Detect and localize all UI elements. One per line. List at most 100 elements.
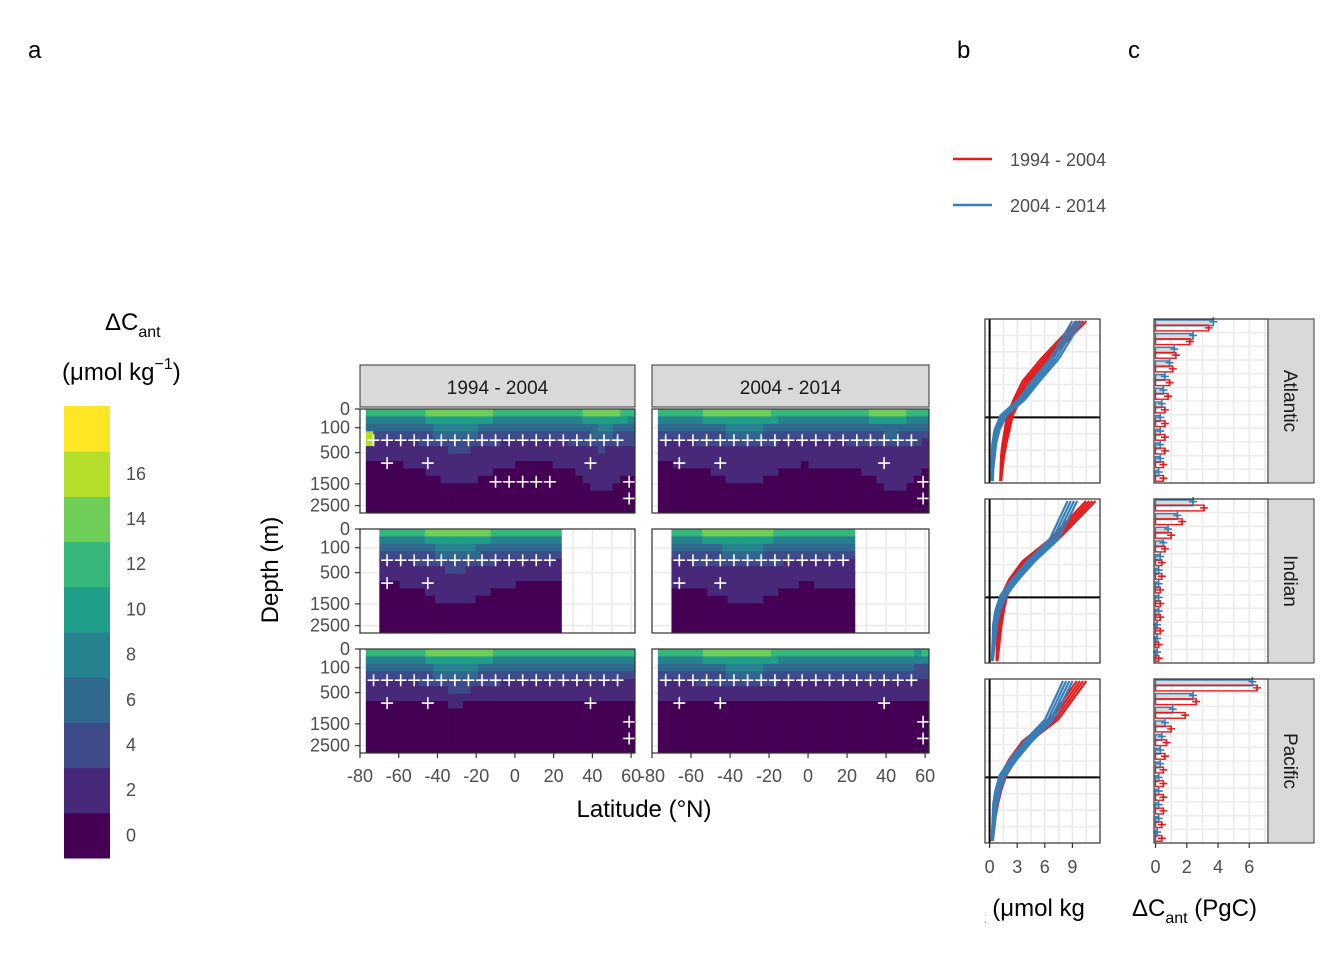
contour-cell (373, 468, 382, 477)
contour-cell (404, 581, 411, 589)
contour-cell (785, 475, 794, 484)
contour-cell (921, 693, 930, 702)
contour-cell (424, 588, 431, 597)
contour-cell (490, 566, 497, 574)
contour-cell (778, 686, 787, 694)
contour-cell (691, 543, 698, 552)
contour-cell (492, 423, 501, 432)
contour-cell (755, 468, 764, 477)
contour-cell (515, 453, 524, 462)
x-tick-label: 2 (1182, 857, 1192, 877)
contour-cell (477, 416, 486, 425)
contour-cell (838, 490, 847, 499)
panel-b-x-axis-title-rest: (μmol kg (986, 895, 1085, 922)
contour-cell (388, 409, 397, 417)
contour-cell (395, 505, 404, 514)
contour-cell (410, 745, 419, 754)
contour-cell (758, 543, 764, 552)
contour-cell (740, 745, 749, 754)
contour-cell (657, 498, 666, 506)
contour-cell (582, 701, 591, 709)
contour-cell (470, 566, 476, 574)
contour-cell (740, 723, 749, 732)
contour-cell (913, 730, 922, 739)
contour-cell (526, 543, 532, 552)
contour-cell (531, 536, 537, 545)
contour-cell (410, 738, 419, 746)
contour-cell (530, 431, 539, 440)
contour-cell (537, 649, 546, 657)
contour-cell (733, 686, 742, 694)
contour-cell (740, 678, 749, 687)
contour-cell (748, 686, 757, 694)
contour-cell (627, 461, 636, 469)
contour-cell (672, 475, 681, 484)
contour-cell (448, 416, 456, 425)
contour-cell (712, 625, 718, 634)
significance-marker (673, 434, 686, 447)
contour-cell (612, 475, 621, 484)
contour-cell (808, 423, 817, 432)
contour-cell (722, 566, 728, 574)
contour-cell (710, 686, 719, 694)
contour-cell (687, 723, 696, 732)
contour-cell (612, 723, 621, 732)
contour-cell (763, 625, 769, 634)
contour-cell (419, 529, 426, 537)
contour-cell (560, 505, 569, 514)
contour-cell (507, 663, 516, 672)
contour-cell (365, 490, 374, 499)
contour-cell (450, 595, 456, 604)
contour-cell (695, 475, 704, 484)
significance-marker (448, 554, 461, 567)
contour-cell (418, 671, 427, 680)
contour-cell (605, 686, 613, 694)
contour-cell (883, 723, 892, 732)
contour-cell (819, 595, 825, 604)
contour-cell (612, 505, 621, 514)
contour-cell (824, 603, 830, 612)
contour-cell (695, 431, 704, 440)
contour-cell (793, 656, 802, 665)
contour-cell (722, 529, 728, 537)
contour-cell (507, 431, 516, 440)
panel-frame (359, 408, 636, 514)
section-panel (359, 648, 636, 754)
contour-cell (620, 663, 628, 672)
error-bar (1160, 371, 1169, 380)
contour-cell (507, 483, 516, 492)
contour-cell (737, 610, 744, 619)
contour-cell (433, 708, 441, 717)
contour-cell (707, 529, 713, 537)
contour-cell (537, 715, 546, 724)
contour-cell (718, 490, 727, 499)
contour-cell (560, 723, 569, 732)
contour-cell (696, 595, 703, 604)
contour-cell (742, 588, 749, 597)
contour-cell (545, 686, 554, 694)
contour-cell (891, 678, 900, 687)
contour-cell (829, 625, 835, 634)
contour-cell (445, 551, 451, 560)
contour-cell (605, 505, 613, 514)
contour-cell (448, 483, 456, 492)
y-tick-label: 2500 (310, 736, 350, 756)
contour-cell (665, 715, 674, 724)
contour-cell (831, 678, 840, 687)
contour-cell (718, 498, 727, 506)
contour-cell (403, 723, 412, 732)
contour-cell (876, 723, 885, 732)
contour-cell (395, 431, 404, 440)
contour-cell (665, 701, 674, 709)
contour-cell (590, 686, 599, 694)
contour-cell (763, 461, 772, 469)
contour-cell (410, 475, 419, 484)
profile-line (991, 320, 1083, 482)
significance-marker (381, 674, 394, 687)
contour-cell (763, 431, 772, 440)
contour-cell (696, 625, 703, 634)
contour-cell (737, 529, 744, 537)
contour-cell (718, 730, 727, 739)
contour-cell (763, 745, 772, 754)
contour-cell (507, 475, 516, 484)
